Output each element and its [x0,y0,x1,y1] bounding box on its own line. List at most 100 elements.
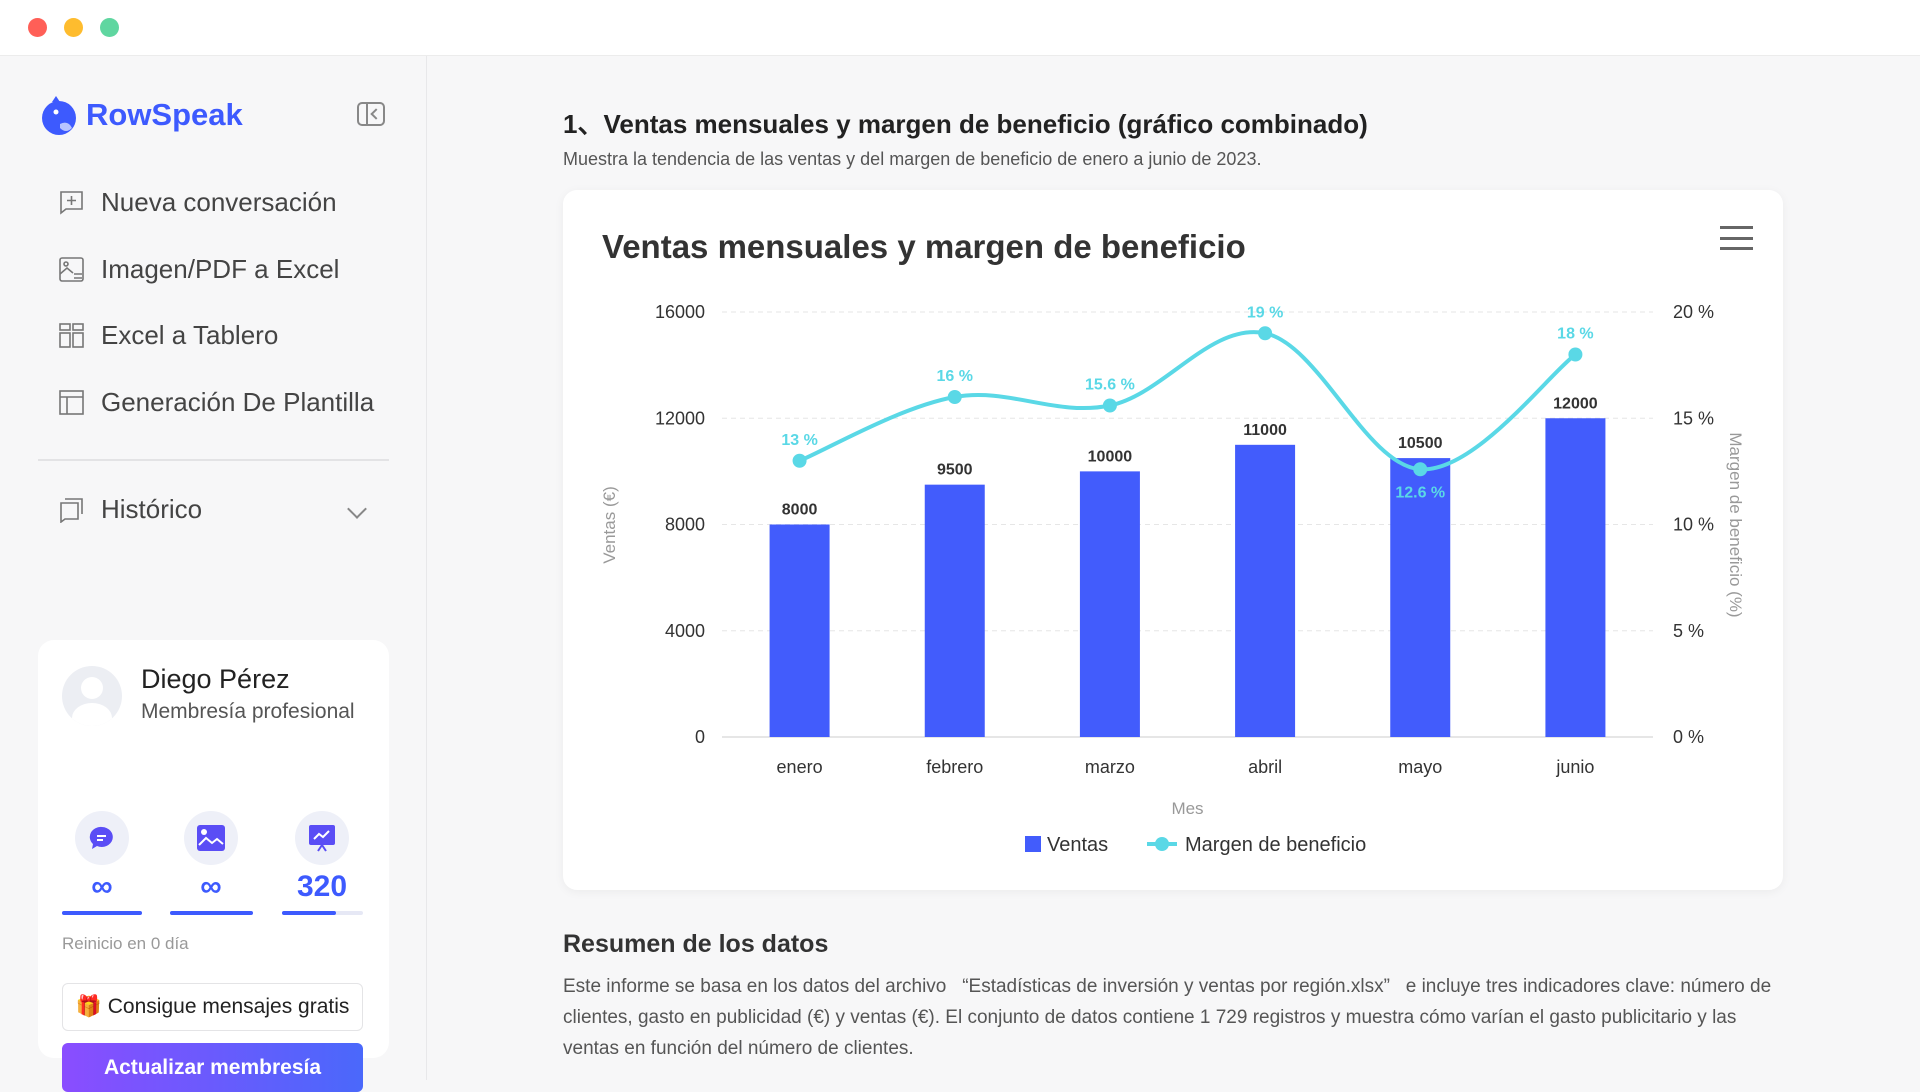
y2-axis-label: Margen de beneficio (%) [1726,432,1745,617]
avatar[interactable] [62,666,122,726]
chat-icon [75,811,129,865]
image-quota-value: ∞ [200,870,222,903]
line-label: 12.6 % [1395,484,1445,501]
sidebar: RowSpeak Nueva conversación Imagen/PDF a… [0,56,427,1092]
line-point-junio [1568,347,1583,362]
free-messages-label: Consigue mensajes gratis [107,995,350,1018]
y-tick-label: 4000 [665,621,705,641]
y2-tick-label: 0 % [1673,727,1704,747]
reset-info: Reinicio en 0 día [62,934,189,953]
y2-tick-label: 15 % [1673,408,1714,428]
chat-quota-value: ∞ [91,870,113,903]
bar-label: 10500 [1398,435,1443,452]
chart-icon [295,811,349,865]
bar-label: 11000 [1243,422,1287,439]
legend-label: Margen de beneficio [1185,834,1366,856]
chart-card: Ventas mensuales y margen de beneficio 0… [563,190,1783,890]
nav-label: Histórico [101,494,203,524]
section-subtitle: Muestra la tendencia de las ventas y del… [563,149,1262,169]
nav-excel-to-dashboard[interactable]: Excel a Tablero [58,320,278,351]
close-window-button[interactable] [28,18,47,37]
chat-plus-icon [58,189,85,216]
chart-quota-value: 320 [296,870,348,903]
y-axis-label: Ventas (€) [600,486,619,564]
section-heading: 1、Ventas mensuales y margen de beneficio… [563,109,1368,139]
summary-title: Resumen de los datos [563,930,829,958]
user-card: Diego Pérez Membresía profesional ∞ ∞ 32… [38,640,389,1092]
membership-level: Membresía profesional [141,700,355,723]
nav-template-generation[interactable]: Generación De Plantilla [58,387,374,418]
bar-marzo [1079,471,1140,737]
line-label: 19 % [1247,304,1283,321]
line-label: 16 % [937,368,973,385]
bar-junio [1545,418,1606,737]
nav-label: Nueva conversación [101,187,337,217]
image-quota-bar [170,911,253,915]
free-messages-button[interactable]: 🎁 Consigue mensajes gratis [62,983,363,1031]
line-label: 13 % [781,432,817,449]
user-name: Diego Pérez [141,664,290,694]
history-icon [58,496,85,523]
y-tick-label: 16000 [655,302,705,322]
chevron-down-icon[interactable] [347,499,367,519]
legend-label: Ventas [1047,834,1108,856]
chart-title: Ventas mensuales y margen de beneficio [602,228,1246,265]
y2-tick-label: 5 % [1673,621,1704,641]
bar-label: 9500 [937,462,973,479]
bar-enero [769,524,830,737]
summary-text: Este informe se basa en los datos del ar… [563,976,1772,1059]
brand-name: RowSpeak [86,97,243,132]
x-tick-label: abril [1248,757,1282,777]
x-tick-label: mayo [1398,757,1442,777]
line-point-enero [792,453,807,468]
legend-swatch-margen-dot [1155,837,1169,851]
x-tick-label: marzo [1085,757,1135,777]
line-margen [798,330,1577,472]
title-bar [0,0,1920,56]
line-point-mayo [1413,462,1428,477]
line-point-febrero [947,390,962,404]
bar-mayo [1390,458,1451,737]
y2-tick-label: 10 % [1673,515,1714,535]
y2-tick-label: 20 % [1673,302,1714,322]
logo[interactable]: RowSpeak [40,94,243,136]
x-tick-label: enero [777,757,823,777]
minimize-window-button[interactable] [64,18,83,37]
bar-label: 10000 [1088,448,1133,465]
legend-swatch-ventas [1025,836,1041,852]
combo-chart: 0 0 % 4000 5 % 8000 10 % 12000 15 % 16000 20 % Ven… [600,302,1745,856]
nav-image-pdf-to-excel[interactable]: Imagen/PDF a Excel [58,254,339,285]
template-icon [58,389,85,416]
gift-icon: 🎁 [75,995,102,1018]
line-point-abril [1258,326,1273,341]
chat-quota-bar [62,911,142,915]
bar-label: 12000 [1553,395,1598,412]
y-tick-label: 0 [695,727,705,747]
image-convert-icon [58,256,85,283]
dashboard-icon [58,322,85,349]
divider [38,459,389,461]
x-axis-label: Mes [1171,799,1203,818]
line-point-marzo [1102,398,1117,413]
maximize-window-button[interactable] [100,18,119,37]
line-label: 18 % [1557,326,1593,343]
bar-abril [1235,444,1296,737]
nav-history[interactable]: Histórico [58,494,202,525]
x-tick-label: junio [1555,757,1594,777]
menu-icon[interactable] [1720,226,1753,250]
bar-febrero [924,484,985,737]
chart-quota-bar [282,911,363,915]
upgrade-membership-button[interactable]: Actualizar membresía [62,1043,363,1092]
y-tick-label: 8000 [665,515,705,535]
y-tick-label: 12000 [655,408,705,428]
x-tick-label: febrero [926,757,983,777]
nav-label: Imagen/PDF a Excel [101,254,340,284]
line-label: 15.6 % [1085,377,1135,394]
image-icon [184,811,238,865]
nav-new-conversation[interactable]: Nueva conversación [58,187,337,218]
bird-logo-icon [42,96,76,135]
collapse-sidebar-icon[interactable] [357,102,385,126]
nav-label: Generación De Plantilla [101,387,375,417]
nav-label: Excel a Tablero [101,320,279,350]
bar-label: 8000 [782,502,818,519]
